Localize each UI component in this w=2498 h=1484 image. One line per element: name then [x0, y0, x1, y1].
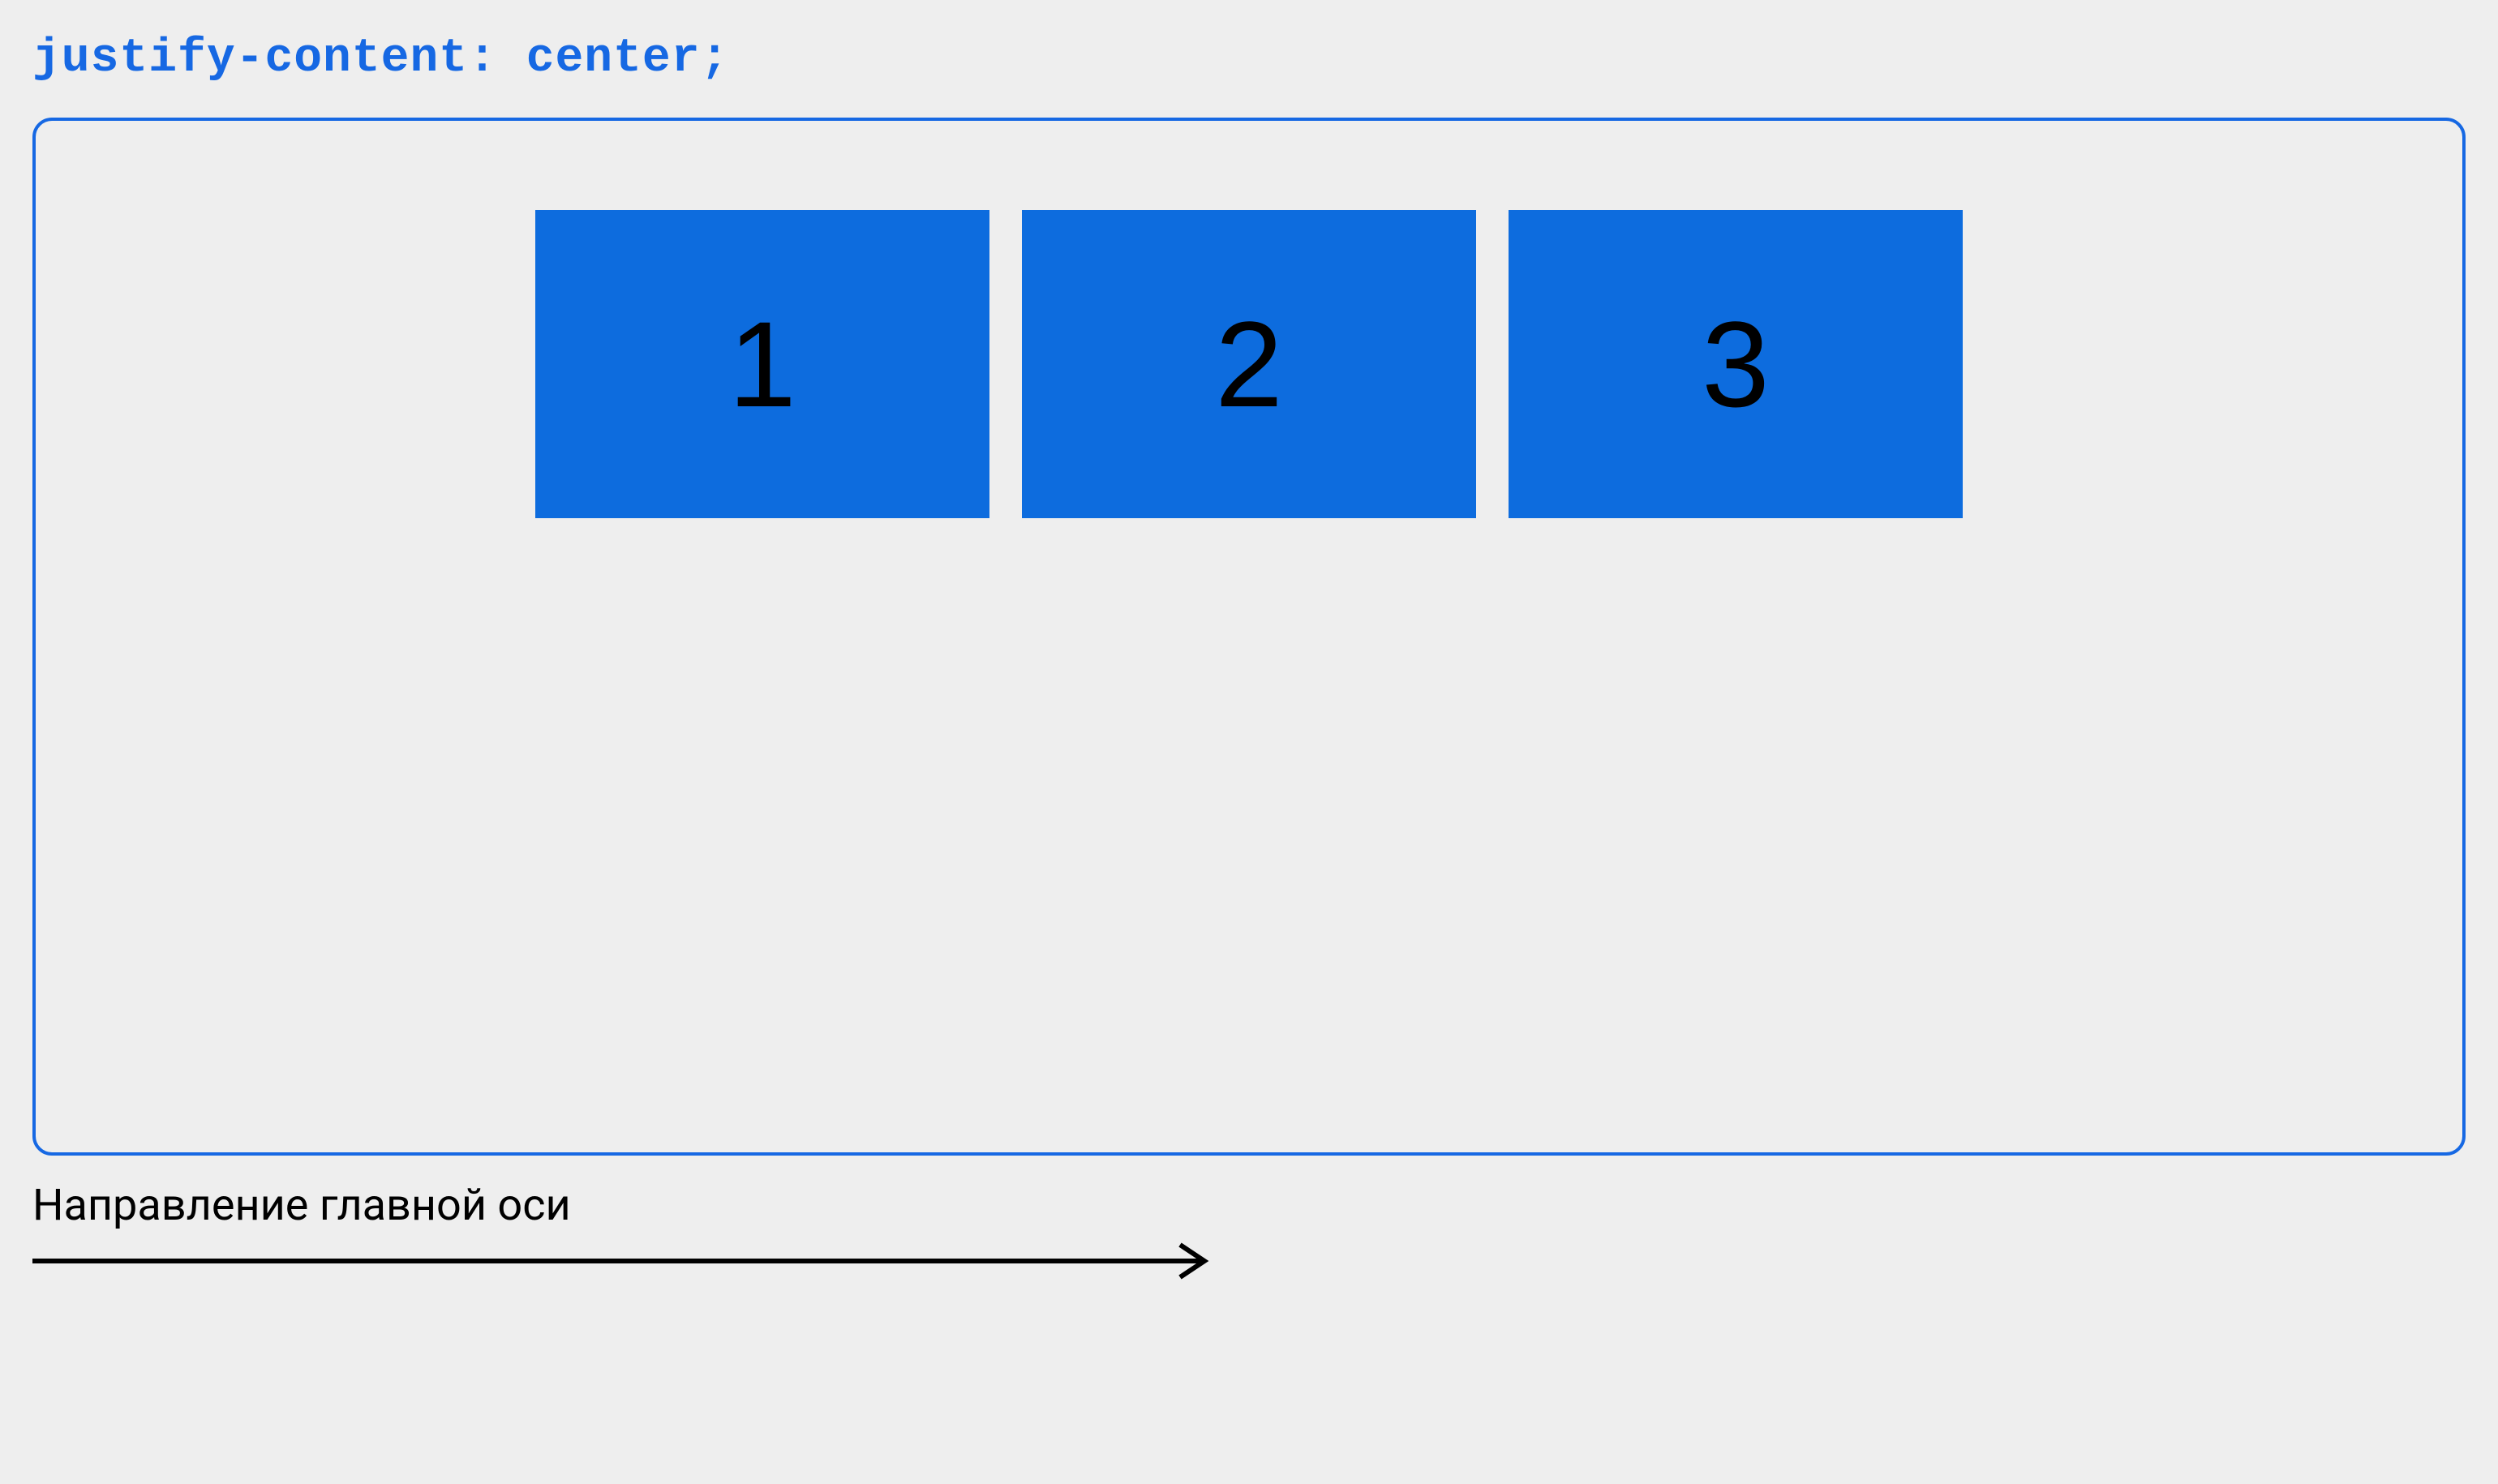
- flex-item-2: 2: [1022, 210, 1476, 518]
- main-axis-label: Направление главной оси: [32, 1180, 2466, 1231]
- css-property-heading: justify-content: center;: [32, 32, 2466, 85]
- main-axis-section: Направление главной оси: [32, 1180, 2466, 1285]
- main-axis-arrow-icon: [32, 1241, 1217, 1281]
- flex-demo-container: 1 2 3: [32, 118, 2466, 1156]
- flex-item-1: 1: [535, 210, 989, 518]
- flex-item-3: 3: [1509, 210, 1963, 518]
